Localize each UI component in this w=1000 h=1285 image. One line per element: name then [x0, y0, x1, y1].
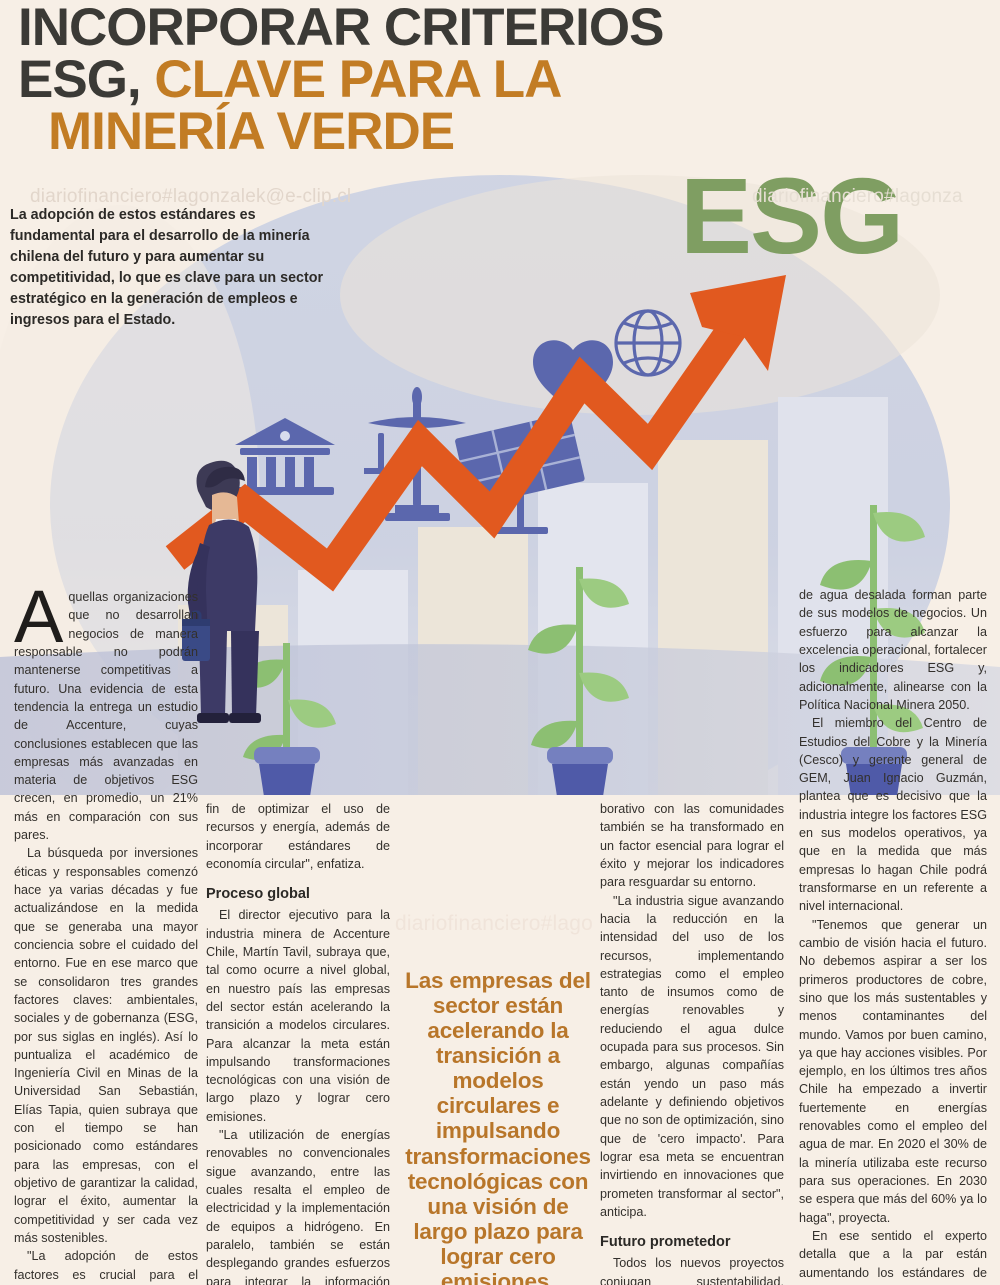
- plant-2: [528, 567, 629, 795]
- page-title: INCORPORAR CRITERIOS ESG, CLAVE PARA LA …: [18, 0, 978, 161]
- intro-lead: La adopción de estos estándares es funda…: [10, 207, 324, 329]
- growth-arrow: [165, 275, 786, 592]
- col2-paragraph-3: "La utilización de energías renovables n…: [206, 1128, 390, 1285]
- col1-paragraph-2: La búsqueda por inversiones éticas y res…: [14, 846, 198, 1245]
- column-4: de agua desalada forman parte de sus mod…: [799, 586, 987, 1285]
- globe-icon: [614, 309, 682, 377]
- scales-icon: [364, 387, 466, 521]
- col1-paragraph-3: "La adopción de estos factores es crucia…: [14, 1249, 198, 1282]
- col1-p1-text: quellas organizaciones que no desarrolla…: [14, 590, 198, 843]
- col3-paragraph-3: Todos los nuevos proyectos conjugan sust…: [600, 1256, 784, 1285]
- col2-paragraph-2: El director ejecutivo para la industria …: [206, 908, 390, 1124]
- column-2: fin de optimizar el uso de recursos y en…: [206, 800, 390, 1285]
- col3-section-heading: Futuro prometedor: [600, 1234, 731, 1251]
- plant-1: [238, 643, 336, 795]
- headline-line-1: INCORPORAR CRITERIOS: [18, 0, 664, 57]
- pull-quote: Las empresas del sector están acelerando…: [405, 968, 591, 1285]
- headline-line-3: MINERÍA VERDE: [48, 101, 455, 161]
- headline-line-2: ESG, CLAVE PARA LA: [18, 53, 978, 106]
- drop-cap: A: [14, 575, 64, 658]
- col2-section-heading: Proceso global: [206, 886, 310, 903]
- col4-paragraph-4: En ese sentido el experto detalla que a …: [799, 1228, 987, 1285]
- column-3: borativo con las comunidades también se …: [600, 800, 784, 1285]
- plant-3: [820, 505, 925, 795]
- esg-logo-text: ESG: [680, 175, 902, 276]
- col4-paragraph-2: El miembro del Centro de Estudios del Co…: [799, 716, 987, 914]
- col3-paragraph-2: "La industria sigue avanzando hacia la r…: [600, 893, 784, 1219]
- col2-paragraph-1: fin de optimizar el uso de recursos y en…: [206, 802, 390, 871]
- hero-illustration: ESG: [0, 175, 1000, 795]
- headline-clave: CLAVE PARA LA: [140, 49, 562, 109]
- businessman-figure: [182, 460, 261, 723]
- col4-paragraph-3: "Tenemos que generar un cambio de visión…: [799, 917, 987, 1225]
- col4-paragraph-1: de agua desalada forman parte de sus mod…: [799, 588, 987, 712]
- col3-paragraph-1: borativo con las comunidades también se …: [600, 802, 784, 890]
- bank-icon: [235, 418, 335, 495]
- headline-esg: ESG,: [18, 49, 142, 109]
